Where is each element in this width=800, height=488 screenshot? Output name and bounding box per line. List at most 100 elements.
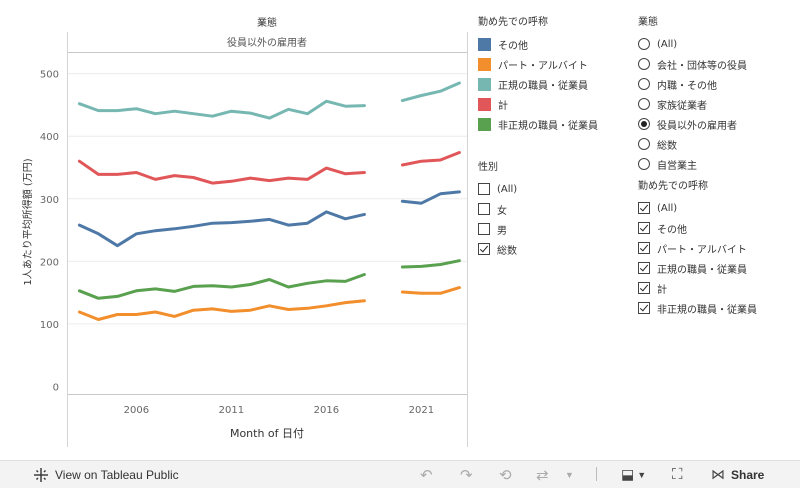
color-legend-title: 勤め先での呼称 <box>478 17 548 28</box>
radio-button[interactable] <box>638 158 650 170</box>
legend-label: パート・アルバイト <box>498 60 588 72</box>
series-lines <box>77 81 461 321</box>
sex-filter-item[interactable]: 女 <box>478 199 628 219</box>
color-swatch <box>478 57 491 71</box>
gridlines <box>68 73 467 325</box>
legend-label: 非正規の職員・従業員 <box>657 304 757 316</box>
employment-filter-item[interactable]: 正規の職員・従業員 <box>638 258 798 278</box>
checkbox[interactable] <box>478 243 490 255</box>
checkbox[interactable] <box>478 183 490 195</box>
industry-filter-item[interactable]: 内職・その他 <box>638 74 798 94</box>
checkbox[interactable] <box>638 202 650 214</box>
industry-filter-item[interactable]: 役員以外の雇用者 <box>638 114 798 134</box>
refresh-icon[interactable]: ⇄ <box>536 466 549 484</box>
color-legend-item[interactable]: 非正規の職員・従業員 <box>478 114 628 134</box>
series-line-4[interactable] <box>400 259 461 269</box>
industry-filter-item[interactable]: 会社・団体等の役員 <box>638 54 798 74</box>
legend-label: 非正規の職員・従業員 <box>498 120 598 132</box>
refresh-dropdown-icon[interactable]: ▼ <box>565 469 574 480</box>
employment-filter-item[interactable]: パート・アルバイト <box>638 238 798 258</box>
employment-filter-title: 勤め先での呼称 <box>638 181 708 192</box>
x-tick-label: 2011 <box>219 405 244 416</box>
employment-filter-item[interactable]: 計 <box>638 278 798 298</box>
y-axis-ticks: 0 100 200 300 400 500 <box>40 70 59 394</box>
checkbox[interactable] <box>638 302 650 314</box>
color-legend: 勤め先での呼称 その他パート・アルバイト 正規の職員・従業員計非正規の職員・従業員 <box>478 13 628 134</box>
series-line-3[interactable] <box>400 151 461 167</box>
radio-button[interactable] <box>638 38 650 50</box>
toolbar-divider <box>596 467 597 481</box>
radio-button[interactable] <box>638 118 650 130</box>
tableau-toolbar: View on Tableau Public ↶ ↷ ⟲ ⇄ ▼ ⬓ ▼ ⛶ ⋈ … <box>0 460 800 488</box>
employment-filter-item[interactable]: 非正規の職員・従業員 <box>638 298 798 318</box>
checkbox[interactable] <box>638 282 650 294</box>
share-icon: ⋈ <box>711 466 725 482</box>
series-line-3[interactable] <box>77 159 366 185</box>
undo-icon[interactable]: ↶ <box>420 466 433 484</box>
color-legend-item[interactable]: その他 <box>478 34 628 54</box>
x-tick-label: 2006 <box>124 405 149 416</box>
line-chart: 業態 役員以外の雇用者 0 100 200 300 400 500 2006 2011 201… <box>21 16 468 447</box>
industry-filter-title: 業態 <box>638 17 658 28</box>
radio-button[interactable] <box>638 98 650 110</box>
revert-icon[interactable]: ⟲ <box>499 466 512 484</box>
share-button[interactable]: ⋈ Share <box>711 461 764 488</box>
checkbox[interactable] <box>478 223 490 235</box>
industry-filter-item[interactable]: (All) <box>638 34 798 54</box>
series-line-4[interactable] <box>77 273 366 300</box>
legend-label: 正規の職員・従業員 <box>498 80 588 92</box>
radio-button[interactable] <box>638 58 650 70</box>
series-line-2[interactable] <box>400 81 461 103</box>
industry-filter-item[interactable]: 家族従業者 <box>638 94 798 114</box>
y-tick-label: 0 <box>53 382 59 393</box>
color-legend-item[interactable]: 計 <box>478 94 628 114</box>
x-axis-ticks: 2006 2011 2016 2021 <box>124 405 434 416</box>
checkbox[interactable] <box>638 262 650 274</box>
x-tick-label: 2016 <box>314 405 339 416</box>
legend-label: 総数 <box>657 140 677 152</box>
legend-label: その他 <box>657 224 687 236</box>
legend-label: 女 <box>497 205 507 217</box>
download-icon[interactable]: ⬓ ▼ <box>621 466 647 482</box>
checkbox[interactable] <box>638 222 650 234</box>
radio-button[interactable] <box>638 138 650 150</box>
sex-filter-item[interactable]: 総数 <box>478 239 628 259</box>
sex-filter-item[interactable]: (All) <box>478 179 628 199</box>
fullscreen-icon[interactable]: ⛶ <box>672 466 683 483</box>
series-line-1[interactable] <box>77 299 366 321</box>
checkbox[interactable] <box>478 203 490 215</box>
redo-icon[interactable]: ↷ <box>460 466 473 484</box>
color-legend-item[interactable]: パート・アルバイト <box>478 54 628 74</box>
industry-filter-item[interactable]: 総数 <box>638 134 798 154</box>
checkbox[interactable] <box>638 242 650 254</box>
legend-label: その他 <box>498 40 528 52</box>
legend-label: (All) <box>657 202 678 214</box>
color-legend-item[interactable]: 正規の職員・従業員 <box>478 74 628 94</box>
legend-label: 計 <box>498 100 508 112</box>
series-line-1[interactable] <box>400 286 461 295</box>
y-tick-label: 500 <box>40 70 59 81</box>
legend-label: 正規の職員・従業員 <box>657 264 747 276</box>
legend-label: 総数 <box>497 245 517 257</box>
legend-label: (All) <box>497 183 518 195</box>
legend-label: 自営業主 <box>657 160 697 172</box>
series-line-0[interactable] <box>77 210 366 248</box>
color-swatch <box>478 117 491 131</box>
employment-filter-item[interactable]: (All) <box>638 198 798 218</box>
legend-label: 内職・その他 <box>657 80 717 92</box>
series-line-0[interactable] <box>400 190 461 205</box>
radio-button[interactable] <box>638 78 650 90</box>
legend-label: 役員以外の雇用者 <box>657 120 737 132</box>
y-tick-label: 300 <box>40 195 59 206</box>
legend-label: パート・アルバイト <box>657 244 747 256</box>
sex-filter-item[interactable]: 男 <box>478 219 628 239</box>
industry-filter-item[interactable]: 自営業主 <box>638 154 798 174</box>
series-line-2[interactable] <box>77 99 366 120</box>
legend-label: (All) <box>657 38 678 50</box>
industry-filter: 業態 (All) 会社・団体等の役員内職・その他 家族従業者役員以外の雇用者 総数自営… <box>638 13 798 174</box>
view-on-tableau-button[interactable]: View on Tableau Public <box>33 461 179 488</box>
sex-filter: 性別 (All) 女男総数 <box>478 158 628 259</box>
legend-label: 家族従業者 <box>657 100 707 112</box>
employment-filter-item[interactable]: その他 <box>638 218 798 238</box>
legend-label: 男 <box>497 225 507 237</box>
